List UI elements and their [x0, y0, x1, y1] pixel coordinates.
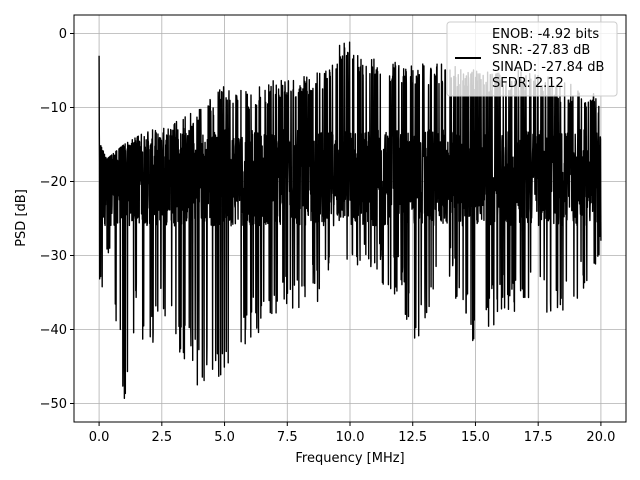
x-tick-label: 20.0: [586, 430, 615, 445]
x-tick-label: 5.0: [214, 430, 235, 445]
legend: ENOB: -4.92 bits SNR: -27.83 dB SINAD: -…: [446, 21, 618, 97]
y-tick-label: 0: [59, 27, 67, 42]
y-tick-label: −40: [40, 323, 67, 338]
x-axis-label: Frequency [MHz]: [295, 451, 404, 466]
y-tick-label: −10: [40, 101, 67, 116]
x-axis-ticks: 0.0 2.5 5.0 7.5 10.0 12.5 15.0 17.5 20.0: [89, 422, 615, 445]
psd-series-line: [98, 41, 602, 400]
y-tick-label: −20: [40, 175, 67, 190]
x-tick-label: 12.5: [398, 430, 427, 445]
y-axis-ticks: 0 −10 −20 −30 −40 −50: [40, 27, 74, 412]
legend-entry-snr: SNR: -27.83 dB: [492, 43, 590, 58]
y-axis-label: PSD [dB]: [14, 189, 29, 247]
y-tick-label: −30: [40, 249, 67, 264]
x-tick-label: 0.0: [89, 430, 110, 445]
x-tick-label: 2.5: [151, 430, 172, 445]
y-tick-label: −50: [40, 397, 67, 412]
x-tick-label: 7.5: [277, 430, 298, 445]
legend-entry-enob: ENOB: -4.92 bits: [492, 27, 599, 42]
legend-box: [446, 21, 618, 97]
series-psd: [98, 41, 602, 400]
legend-entry-sinad: SINAD: -27.84 dB: [492, 60, 604, 75]
x-tick-label: 15.0: [461, 430, 490, 445]
legend-entry-sfdr: SFDR: 2.12: [492, 76, 564, 91]
x-tick-label: 10.0: [336, 430, 365, 445]
x-tick-label: 17.5: [524, 430, 553, 445]
